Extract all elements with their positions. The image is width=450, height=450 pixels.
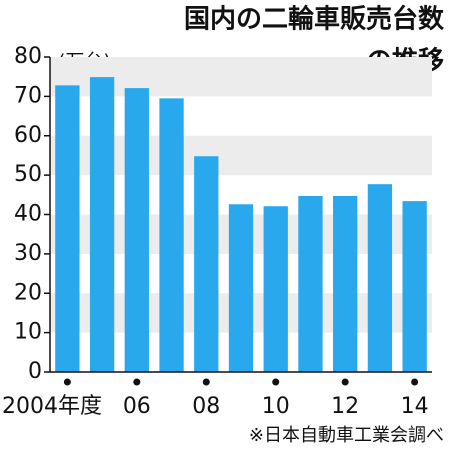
bar	[298, 195, 323, 372]
bar	[402, 201, 427, 372]
x-tick-label: 2004年度	[2, 394, 102, 419]
x-tick-label: 10	[262, 394, 290, 419]
x-tick-label: 06	[123, 394, 151, 419]
chart-title: 国内の二輪車販売台数	[184, 4, 445, 35]
tick-dot	[202, 378, 210, 386]
bar	[333, 195, 358, 372]
y-tick-label: 20	[14, 280, 42, 305]
y-tick-label: 30	[14, 241, 42, 266]
bar	[194, 156, 219, 372]
bar	[228, 204, 254, 372]
tick-dot	[411, 378, 419, 386]
y-tick-label: 80	[14, 44, 42, 69]
bar	[159, 98, 184, 372]
bar	[263, 206, 288, 372]
x-tick-label: 12	[331, 394, 359, 419]
y-tick-label: 70	[14, 83, 42, 108]
bar	[89, 77, 115, 373]
tick-dot	[133, 378, 141, 386]
x-tick-label: 08	[192, 394, 220, 419]
tick-dot	[341, 378, 349, 386]
tick-dot	[63, 378, 71, 386]
source-note: ※日本自動車工業会調べ	[249, 425, 444, 446]
y-tick-label: 0	[28, 359, 42, 384]
y-tick-label: 40	[14, 202, 42, 227]
tick-dot	[272, 378, 280, 386]
y-tick-label: 60	[14, 123, 42, 148]
x-tick-label: 14	[401, 394, 429, 419]
bar	[124, 88, 149, 372]
y-tick-label: 10	[14, 320, 42, 345]
bar	[367, 184, 393, 372]
bar	[55, 85, 80, 372]
y-tick-label: 50	[14, 162, 42, 187]
